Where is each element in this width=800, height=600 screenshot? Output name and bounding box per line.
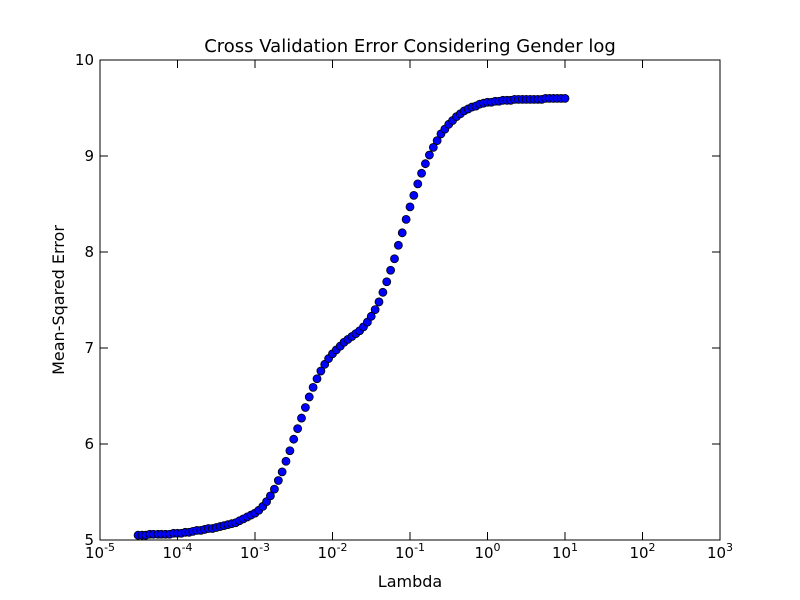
data-point bbox=[386, 265, 396, 275]
x-tick-label: 103 bbox=[707, 541, 733, 562]
data-point bbox=[428, 142, 438, 152]
data-point bbox=[374, 297, 384, 307]
data-point bbox=[390, 254, 399, 264]
data-point bbox=[308, 382, 318, 392]
x-tick-label: 10-4 bbox=[162, 541, 192, 562]
x-tick-label: 101 bbox=[552, 541, 578, 562]
data-point bbox=[265, 491, 275, 501]
data-point bbox=[420, 159, 430, 169]
data-point bbox=[397, 228, 407, 238]
data-point bbox=[316, 366, 326, 376]
data-point bbox=[289, 434, 299, 444]
y-tick-label: 9 bbox=[84, 147, 94, 165]
y-axis-label: Mean-Sqared Error bbox=[49, 225, 68, 375]
data-point bbox=[366, 311, 376, 321]
x-tick-label: 100 bbox=[474, 541, 500, 562]
data-point bbox=[409, 190, 419, 200]
data-point bbox=[417, 168, 426, 178]
data-point bbox=[312, 374, 322, 384]
y-tick-label: 10 bbox=[75, 51, 94, 69]
x-tick-label: 10-5 bbox=[85, 541, 115, 562]
y-tick-label: 5 bbox=[84, 531, 94, 549]
axis-ticks: 10-5 10-4 10-3 10-2 10-1 100 101 102 103 5 6 7 8 9 10 bbox=[75, 51, 733, 562]
chart-title: Cross Validation Error Considering Gende… bbox=[204, 36, 616, 57]
x-tick-label: 10-1 bbox=[395, 541, 425, 562]
x-tick-label: 10-2 bbox=[317, 541, 347, 562]
data-point bbox=[285, 446, 295, 456]
x-tick-label: 10-3 bbox=[240, 541, 270, 562]
data-point bbox=[300, 403, 310, 412]
data-point bbox=[401, 214, 411, 224]
data-point bbox=[370, 305, 380, 315]
data-point bbox=[413, 179, 423, 189]
data-point bbox=[270, 484, 279, 494]
data-point bbox=[393, 240, 403, 250]
data-point bbox=[560, 94, 570, 103]
data-point bbox=[432, 136, 442, 146]
y-tick-label: 7 bbox=[84, 339, 94, 357]
data-points bbox=[133, 94, 570, 540]
data-point bbox=[382, 277, 392, 287]
data-point bbox=[405, 202, 415, 212]
data-point bbox=[425, 150, 434, 160]
x-tick-label: 102 bbox=[629, 541, 655, 562]
data-point bbox=[273, 476, 283, 485]
y-tick-label: 8 bbox=[84, 243, 94, 261]
data-point bbox=[293, 424, 303, 434]
x-axis-label: Lambda bbox=[378, 572, 442, 591]
data-point bbox=[304, 392, 314, 402]
data-point bbox=[297, 413, 306, 423]
y-tick-label: 6 bbox=[84, 435, 94, 453]
data-point bbox=[378, 287, 388, 297]
data-point bbox=[281, 456, 291, 466]
data-point bbox=[277, 467, 287, 477]
